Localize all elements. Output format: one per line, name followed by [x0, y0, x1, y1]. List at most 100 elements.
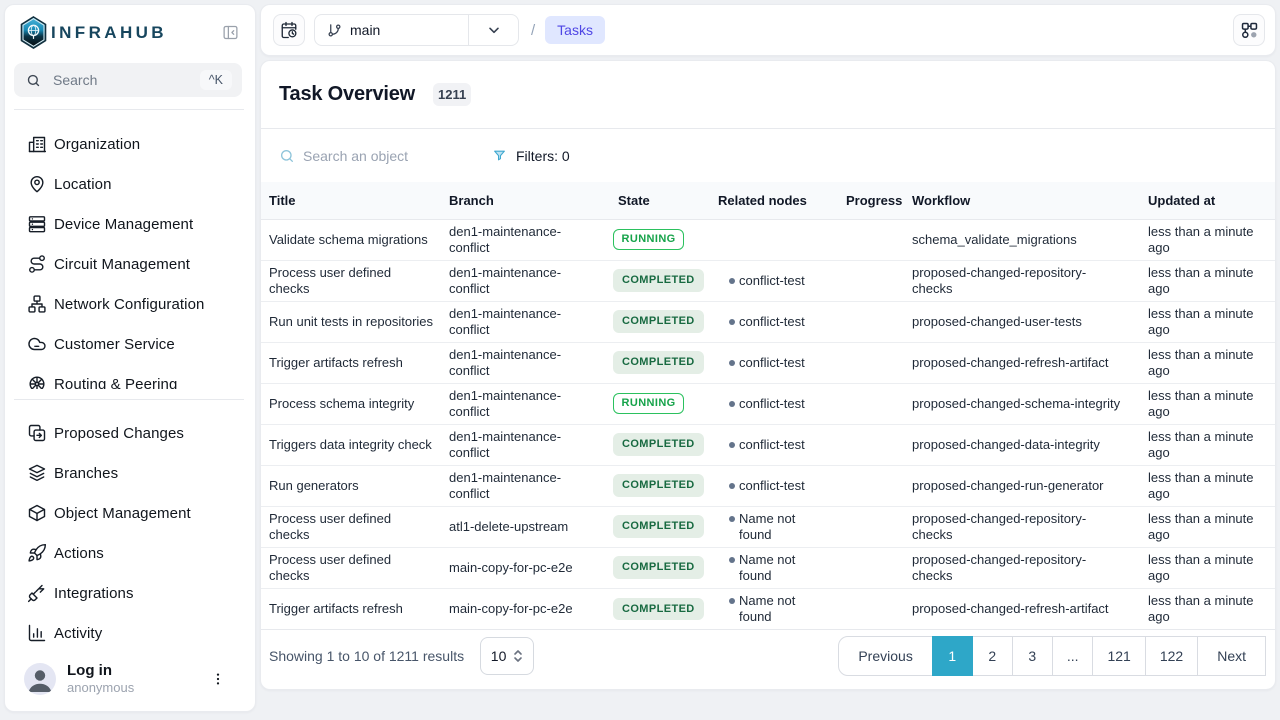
sidebar-item[interactable]: Location [5, 164, 255, 204]
column-header[interactable]: State [610, 182, 710, 220]
column-header[interactable]: Related nodes [710, 182, 838, 220]
table-row[interactable]: Run unit tests in repositories den1-main… [261, 300, 1275, 342]
cell-title: Process user defined checks [261, 546, 441, 588]
cell-state: COMPLETED [610, 423, 710, 465]
state-badge: RUNNING [613, 392, 685, 415]
table-row[interactable]: Trigger artifacts refresh main-copy-for-… [261, 587, 1275, 629]
related-node-label[interactable]: conflict-test [739, 272, 805, 288]
cell-related [710, 219, 838, 260]
sidebar-item[interactable]: Device Management [5, 204, 255, 244]
cell-progress [838, 464, 904, 506]
branch-selector[interactable]: main [314, 14, 519, 46]
cell-state: COMPLETED [610, 259, 710, 301]
cell-progress [838, 587, 904, 629]
object-search-input[interactable] [303, 147, 473, 164]
sidebar-item[interactable]: Routing & Peering [5, 364, 255, 389]
cell-workflow: schema_validate_migrations [912, 231, 1077, 247]
sidebar-menu-group-1: Organization Location Device Management … [5, 124, 255, 389]
schema-button[interactable] [1233, 14, 1265, 46]
column-header[interactable]: Branch [441, 182, 610, 220]
related-node-label[interactable]: Name not found [739, 510, 796, 542]
sidebar-item[interactable]: Branches [5, 453, 255, 493]
cell-progress [838, 546, 904, 588]
table-row[interactable]: Triggers data integrity check den1-maint… [261, 423, 1275, 465]
table-row[interactable]: Process user defined checks main-copy-fo… [261, 546, 1275, 588]
sidebar-item[interactable]: Organization [5, 124, 255, 164]
cell-workflow: proposed-changed-data-integrity [904, 423, 1140, 465]
related-node-label[interactable]: conflict-test [739, 313, 805, 329]
cell-workflow: proposed-changed-repository-checks [904, 505, 1140, 547]
table-row[interactable]: Process user defined checks atl1-delete-… [261, 505, 1275, 547]
state-badge: COMPLETED [613, 556, 704, 579]
chevron-down-icon[interactable] [469, 15, 518, 45]
sidebar-collapse-button[interactable] [219, 22, 241, 44]
cell-workflow: proposed-changed-refresh-artifact [904, 341, 1140, 383]
page-button[interactable]: 121 [1092, 635, 1146, 676]
cell-branch: main-copy-for-pc-e2e [441, 587, 610, 629]
cell-workflow: proposed-changed-schema-integrity [904, 382, 1140, 424]
page-button[interactable]: 2 [971, 635, 1013, 676]
sidebar-item[interactable]: Activity [5, 613, 255, 653]
column-header[interactable]: Title [261, 182, 441, 220]
page-button[interactable]: Next [1197, 635, 1266, 676]
avatar [24, 662, 56, 695]
cell-title: Process schema integrity [261, 382, 441, 424]
column-header[interactable]: Updated at [1140, 182, 1275, 220]
cell-related: conflict-test [710, 464, 838, 506]
related-node-label[interactable]: conflict-test [739, 477, 805, 493]
table-row[interactable]: Trigger artifacts refresh den1-maintenan… [261, 341, 1275, 383]
building-icon [27, 134, 47, 154]
page-size-select[interactable]: 10 [480, 636, 535, 675]
sidebar-item[interactable]: Network Configuration [5, 284, 255, 324]
sidebar-item[interactable]: Object Management [5, 493, 255, 533]
user-section[interactable]: Log in anonymous [5, 654, 255, 711]
related-node-label[interactable]: conflict-test [739, 354, 805, 370]
column-header[interactable]: Progress [838, 182, 904, 220]
page-button[interactable]: Previous [838, 635, 933, 676]
time-travel-button[interactable] [273, 14, 305, 46]
node-dot-icon [729, 482, 735, 489]
filters-button[interactable]: Filters: 0 [493, 148, 570, 164]
sidebar-search[interactable]: Search ^K [14, 63, 242, 97]
cell-branch: den1-maintenance-conflict [441, 423, 610, 465]
plug-icon [27, 583, 47, 603]
cell-related: Name not found [710, 505, 838, 547]
page-button[interactable]: ... [1051, 635, 1094, 676]
breadcrumb-tasks[interactable]: Tasks [545, 16, 605, 44]
state-badge: COMPLETED [613, 597, 704, 620]
page-button[interactable]: 1 [931, 635, 973, 676]
cell-state: RUNNING [610, 382, 710, 424]
sidebar-item[interactable]: Actions [5, 533, 255, 573]
cell-related: conflict-test [710, 300, 838, 342]
sidebar-item[interactable]: Circuit Management [5, 244, 255, 284]
state-badge: COMPLETED [613, 474, 704, 497]
copy-diff-icon [27, 423, 47, 443]
cell-title: Run generators [261, 464, 441, 506]
table-row[interactable]: Process user defined checks den1-mainten… [261, 259, 1275, 301]
cell-state: COMPLETED [610, 546, 710, 588]
related-node-label[interactable]: Name not found [739, 551, 796, 583]
filter-icon [493, 149, 506, 162]
table-row[interactable]: Validate schema migrations den1-maintena… [261, 219, 1275, 260]
cell-state: COMPLETED [610, 464, 710, 506]
node-dot-icon [729, 556, 735, 563]
sidebar-divider [14, 109, 244, 110]
related-node-label[interactable]: conflict-test [739, 436, 805, 452]
table-footer: Showing 1 to 10 of 1211 results 10 Previ… [261, 629, 1275, 689]
rocket-icon [27, 543, 47, 563]
sidebar-item[interactable]: Proposed Changes [5, 413, 255, 453]
sidebar-item[interactable]: Integrations [5, 573, 255, 613]
column-header[interactable]: Workflow [904, 182, 1140, 220]
user-menu-button[interactable] [208, 669, 228, 689]
table-row[interactable]: Run generators den1-maintenance-conflict… [261, 464, 1275, 506]
calendar-clock-icon [280, 21, 298, 39]
sidebar-item[interactable]: Customer Service [5, 324, 255, 364]
page-button[interactable]: 3 [1011, 635, 1053, 676]
related-node-label[interactable]: conflict-test [739, 395, 805, 411]
related-node-label[interactable]: Name not found [739, 592, 796, 624]
sidebar-menu-group-2: Proposed Changes Branches Object Managem… [5, 413, 255, 653]
table-row[interactable]: Process schema integrity den1-maintenanc… [261, 382, 1275, 424]
cell-related: conflict-test [710, 423, 838, 465]
branch-name: main [350, 22, 381, 38]
page-button[interactable]: 122 [1144, 635, 1199, 676]
